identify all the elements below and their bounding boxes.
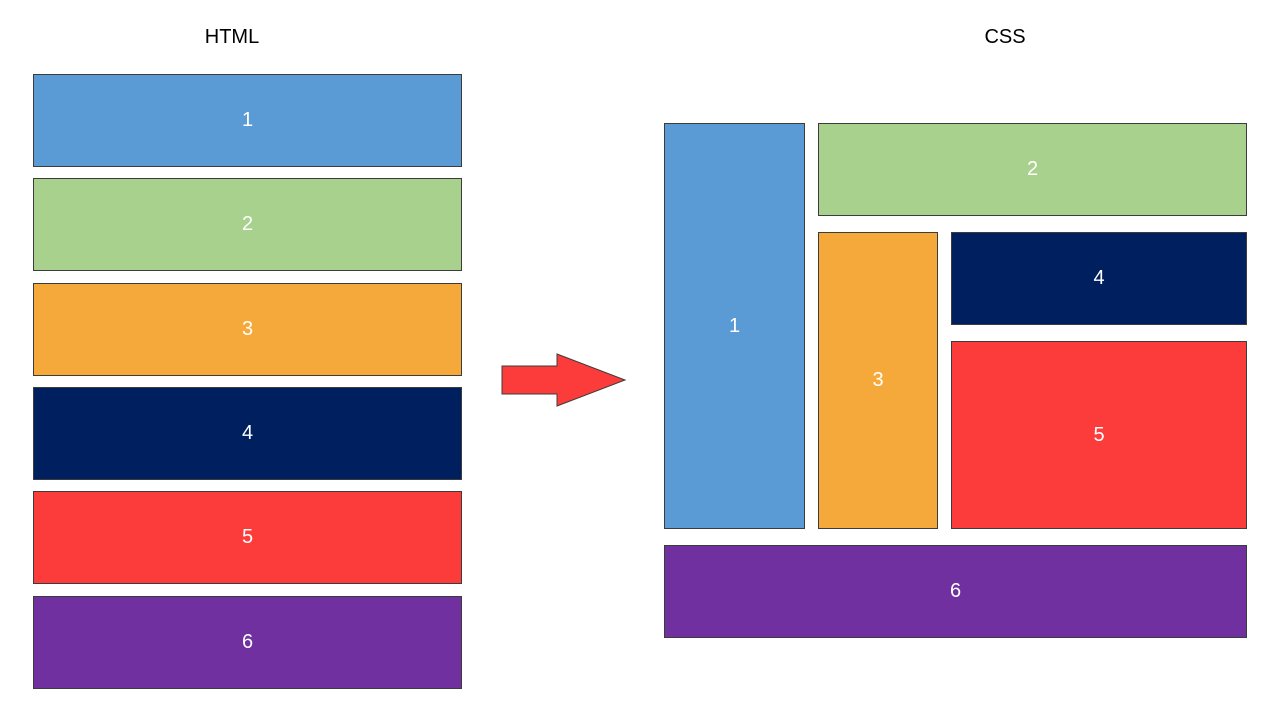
html-box-1: 1 [33, 74, 462, 167]
css-box-6-label: 6 [949, 580, 962, 602]
right-arrow-icon [501, 353, 627, 407]
html-box-5-label: 5 [241, 526, 254, 548]
css-box-4-label: 4 [1093, 267, 1105, 289]
html-box-3: 3 [33, 283, 462, 376]
css-box-5-label: 5 [1093, 423, 1105, 446]
html-box-6: 6 [33, 596, 462, 689]
css-box-5: 5 [951, 341, 1247, 529]
html-box-3-label: 3 [241, 318, 254, 340]
html-box-5: 5 [33, 491, 462, 584]
css-box-2: 2 [818, 123, 1247, 216]
css-box-1-label: 1 [728, 314, 741, 337]
html-box-2: 2 [33, 178, 462, 271]
css-box-3-label: 3 [872, 369, 884, 391]
css-box-6: 6 [664, 545, 1247, 638]
css-box-3: 3 [818, 232, 938, 529]
html-box-2-label: 2 [241, 213, 254, 235]
html-box-1-label: 1 [241, 109, 254, 131]
css-heading: CSS [984, 26, 1026, 48]
arrow-shape [501, 353, 627, 407]
css-box-4: 4 [951, 232, 1247, 325]
html-box-6-label: 6 [241, 631, 254, 653]
html-heading: HTML [204, 26, 260, 48]
css-box-1: 1 [664, 123, 805, 529]
html-box-4-label: 4 [241, 422, 254, 444]
html-box-4: 4 [33, 387, 462, 480]
css-box-2-label: 2 [1026, 158, 1039, 180]
